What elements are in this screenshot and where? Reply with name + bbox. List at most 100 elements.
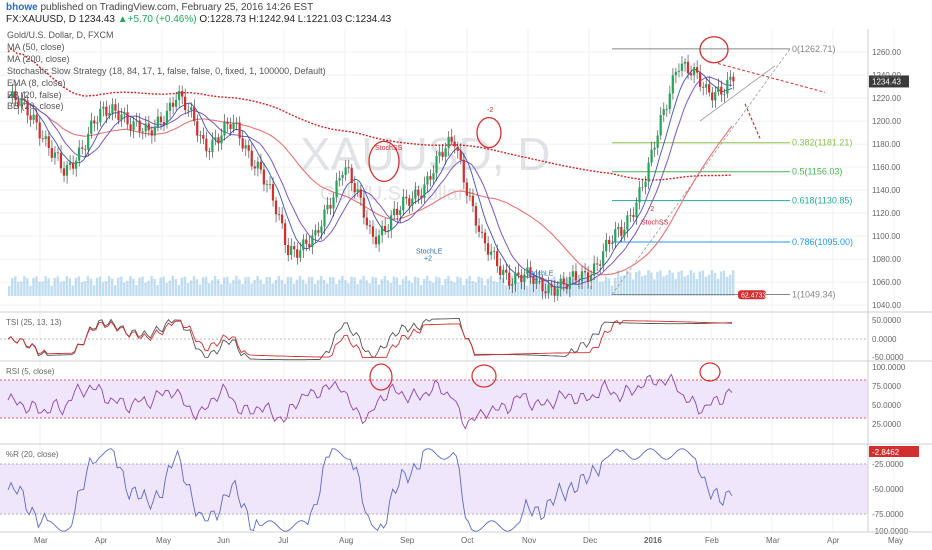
volume-bar: [429, 280, 432, 296]
volume-bar: [692, 272, 696, 296]
volume-bar: [186, 282, 190, 296]
candle-body: [132, 121, 135, 131]
volume-bar: [104, 280, 108, 296]
volume-bar: [101, 282, 105, 296]
volume-bar: [232, 280, 235, 296]
fib-level-label: 0(1262.71): [792, 44, 836, 54]
volume-bar: [368, 283, 371, 296]
candle-body: [353, 183, 356, 193]
candle-body: [617, 226, 620, 230]
candle-body: [405, 196, 408, 199]
candle-body: [29, 115, 32, 120]
volume-bar: [638, 270, 641, 296]
volume-bar: [607, 278, 611, 296]
main-price-pane[interactable]: XAUUSD, D Gold/U.S. Dollar 0(1262.71)0.3…: [0, 29, 909, 532]
time-tick-label: Apr: [95, 536, 108, 545]
volume-bar: [277, 276, 281, 296]
volume-bar: [653, 279, 656, 296]
candle-body: [347, 167, 350, 169]
candle-body: [432, 173, 435, 180]
volume-bar: [189, 280, 193, 296]
volume-bar: [610, 285, 614, 296]
volume-bar: [301, 279, 305, 296]
candle-body: [262, 169, 265, 185]
volume-bar: [141, 276, 144, 296]
volume-bar: [519, 276, 523, 296]
candle-body: [592, 263, 596, 276]
candle-body: [50, 148, 53, 158]
volume-bar: [568, 285, 571, 296]
channel-line: [699, 65, 776, 122]
candle-body: [108, 112, 111, 116]
candle-body: [38, 122, 41, 139]
candle-body: [577, 280, 581, 282]
volume-bar: [728, 274, 732, 296]
volume-bar: [256, 276, 259, 296]
candle-body: [226, 121, 229, 125]
candle-body: [256, 161, 259, 169]
time-tick-label: Jun: [217, 536, 230, 545]
candle-body: [44, 136, 47, 140]
candle-body: [314, 230, 317, 236]
candle-body: [729, 76, 732, 80]
fib-level-label: 0.5(1156.03): [792, 167, 842, 177]
time-tick-label: May: [888, 536, 903, 545]
legend-ema[interactable]: EMA (8, close): [7, 78, 66, 88]
candle-body: [708, 84, 711, 93]
candle-body: [247, 145, 250, 151]
rsi-pane[interactable]: RSI (5, close): [0, 360, 932, 430]
candle-body: [559, 278, 562, 289]
williams-pane[interactable]: %R (20, close): [0, 443, 932, 532]
candle-body: [714, 92, 717, 101]
volume-bar: [207, 283, 211, 296]
volume-bar: [107, 276, 111, 296]
volume-bar: [398, 284, 402, 296]
candle-body: [408, 198, 411, 206]
candle-body: [556, 288, 559, 296]
volume-bar: [625, 270, 629, 296]
symbol-label[interactable]: FX:XAUUSD, D: [6, 14, 77, 25]
volume-bar: [313, 283, 317, 296]
legend-bb2[interactable]: BB (20, close): [7, 101, 64, 111]
signal-long-count: +2: [424, 255, 432, 262]
candle-body: [386, 230, 390, 232]
tsi-pane[interactable]: TSI (25, 13, 13): [0, 311, 932, 361]
legend-ma200[interactable]: MA (200, close): [7, 54, 70, 64]
volume-bar: [183, 276, 187, 296]
volume-bar: [719, 271, 723, 296]
candle-body: [629, 215, 632, 216]
candle-body: [196, 121, 199, 136]
volume-bar: [110, 278, 114, 296]
volume-bar: [150, 276, 153, 296]
candle-body: [698, 72, 702, 87]
legend-strategy[interactable]: Stochastic Slow Strategy (18, 84, 17, 1,…: [7, 66, 326, 76]
volume-bar: [220, 284, 223, 296]
change-text: +5.70 (+0.46%): [127, 14, 197, 25]
legend-ma50[interactable]: MA (50, close): [7, 42, 65, 52]
price-axis[interactable]: 1260.00 1240.00 1220.00 1200.00 1180.00 1160.…: [872, 48, 901, 310]
candle-body: [695, 67, 699, 73]
subpane-tick-label: -50.0000: [872, 485, 904, 494]
volume-bar: [47, 278, 50, 296]
volume-bar: [77, 276, 81, 296]
volume-bar: [262, 283, 265, 296]
candle-body: [499, 266, 502, 276]
legend-bb[interactable]: BB (20, false): [7, 90, 62, 100]
time-axis[interactable]: Mar Apr May Jun Jul Aug Sep Oct Nov Dec 2016 Feb Mar…: [34, 536, 903, 545]
volume-bar: [407, 280, 411, 296]
author-link[interactable]: bhowe: [6, 2, 38, 13]
volume-bar: [525, 285, 529, 296]
volume-bar: [50, 285, 53, 296]
volume-bar: [532, 276, 535, 296]
volume-bar: [677, 271, 680, 296]
volume-bar: [126, 280, 129, 296]
candle-body: [459, 150, 462, 160]
candle-body: [732, 76, 735, 82]
volume-bar: [29, 285, 32, 296]
volume-bar: [238, 279, 241, 296]
fib-level-label: 1(1049.34): [792, 289, 836, 299]
candle-body: [20, 99, 23, 107]
rsi-lines: [0, 362, 868, 430]
volume-bar: [422, 278, 426, 296]
